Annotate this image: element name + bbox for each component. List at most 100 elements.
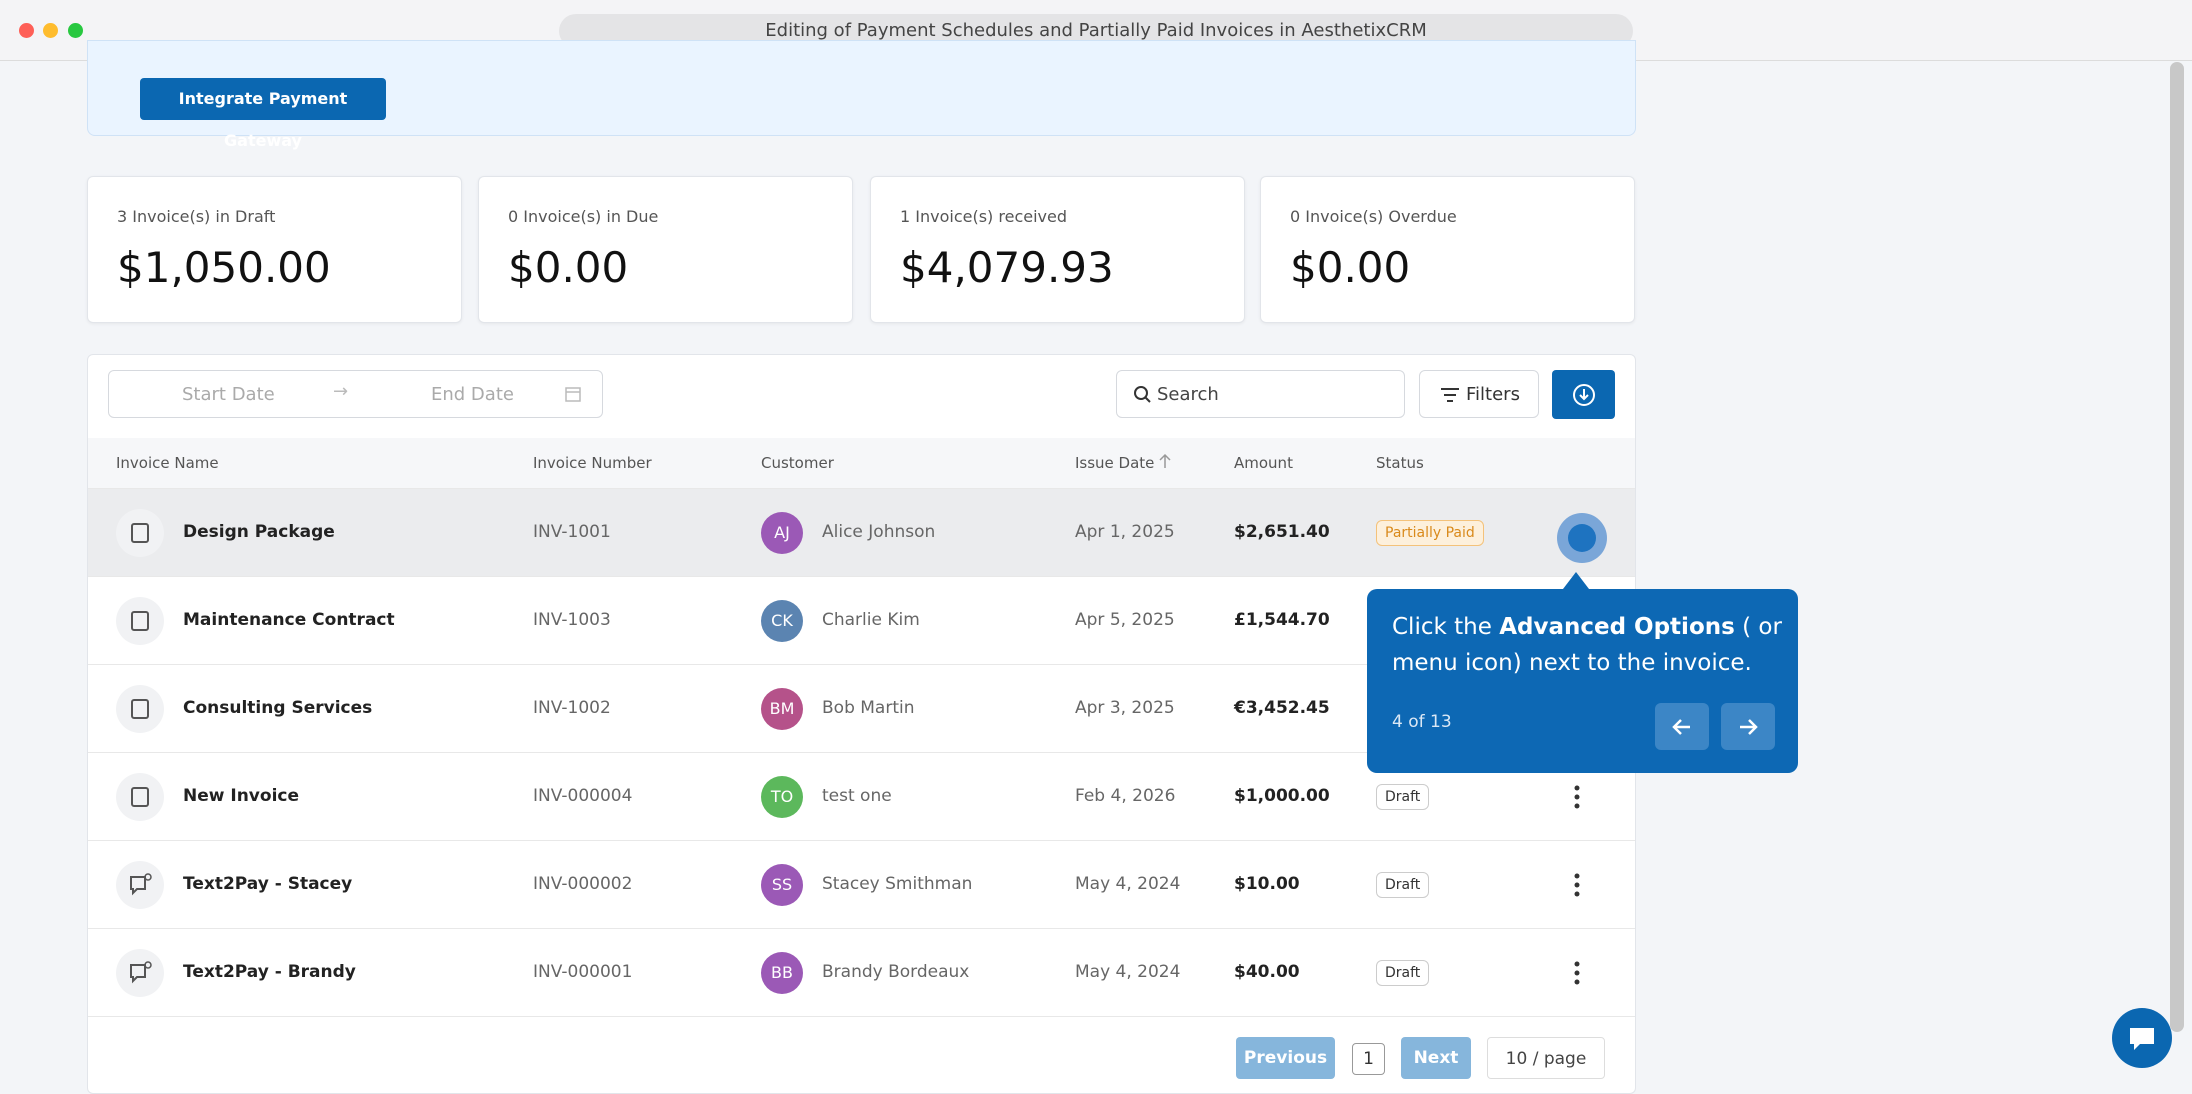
amount: $10.00: [1234, 874, 1300, 894]
column-header: Invoice Name: [116, 454, 219, 472]
advanced-options-button[interactable]: [1574, 960, 1580, 986]
invoice-name[interactable]: Text2Pay - Brandy: [183, 962, 356, 982]
next-button[interactable]: Next: [1401, 1037, 1471, 1079]
tour-tooltip: Click the Advanced Options ( or menu ico…: [1367, 589, 1798, 773]
sort-icon: [1158, 452, 1172, 470]
card-amount: $0.00: [508, 243, 629, 292]
invoice-name[interactable]: Design Package: [183, 522, 335, 542]
card-label: 3 Invoice(s) in Draft: [117, 207, 276, 226]
customer-name: Alice Johnson: [822, 522, 936, 542]
chat-button[interactable]: [2112, 1008, 2172, 1068]
invoice-name[interactable]: Consulting Services: [183, 698, 373, 718]
card-amount: $1,050.00: [117, 243, 331, 292]
status-badge: Partially Paid: [1376, 520, 1484, 546]
kebab-icon: [1574, 785, 1580, 809]
tooltip-arrow: [1563, 572, 1589, 589]
advanced-options-button[interactable]: [1574, 872, 1580, 898]
issue-date: Feb 4, 2026: [1075, 786, 1176, 806]
right-arrow: [1740, 719, 1758, 735]
zoom-button[interactable]: [68, 23, 83, 38]
amount: £1,544.70: [1234, 610, 1330, 630]
text: ( or menu icon) next to the invoice.: [1392, 614, 1782, 676]
doc-icon: [131, 523, 149, 543]
date-range[interactable]: Start Date → End Date: [108, 370, 603, 418]
download-button[interactable]: [1552, 370, 1615, 419]
issue-date: May 4, 2024: [1075, 874, 1181, 894]
invoice-name[interactable]: Maintenance Contract: [183, 610, 395, 630]
previous-button[interactable]: Previous: [1236, 1037, 1335, 1079]
sort-arrow: [1159, 453, 1171, 468]
customer-name: Bob Martin: [822, 698, 915, 718]
next-step-button[interactable]: [1721, 703, 1775, 750]
step-counter: 4 of 13: [1392, 712, 1452, 732]
minimize-button[interactable]: [43, 23, 58, 38]
invoice-number: INV-1002: [533, 698, 611, 718]
issue-date: Apr 5, 2025: [1075, 610, 1175, 630]
table-header: [88, 438, 1635, 489]
start-date: Start Date: [182, 384, 275, 405]
highlight-dot: [1568, 524, 1596, 552]
column-header: Issue Date: [1075, 454, 1155, 472]
prev-step-button[interactable]: [1655, 703, 1709, 750]
column-header: Customer: [761, 454, 834, 472]
text-bold: Advanced Options: [1499, 614, 1735, 640]
invoice-number: INV-000004: [533, 786, 633, 806]
invoice-number: INV-000001: [533, 962, 633, 982]
kebab-icon: [1574, 961, 1580, 985]
filters-label: Filters: [1466, 384, 1520, 405]
issue-date: Apr 3, 2025: [1075, 698, 1175, 718]
scrollbar[interactable]: [2170, 62, 2184, 1032]
invoice-icon: [116, 509, 164, 557]
card-amount: $0.00: [1290, 243, 1411, 292]
close-button[interactable]: [19, 23, 34, 38]
amount: €3,452.45: [1234, 698, 1330, 718]
search-icon: [1134, 386, 1151, 403]
customer-name: Charlie Kim: [822, 610, 920, 630]
status-badge: Draft: [1376, 960, 1430, 986]
end-date: End Date: [431, 384, 514, 405]
customer-avatar: BB: [761, 952, 803, 994]
text: Click the: [1392, 614, 1500, 640]
customer-avatar: TO: [761, 776, 803, 818]
invoice-name[interactable]: New Invoice: [183, 786, 300, 806]
summary-card: 1 Invoice(s) received $4,079.93: [870, 176, 1245, 323]
amount: $2,651.40: [1234, 522, 1330, 542]
search-input[interactable]: Search: [1116, 370, 1405, 418]
chat-icon: [130, 873, 152, 896]
left-arrow: [1672, 719, 1690, 735]
customer-avatar: CK: [761, 600, 803, 642]
calendar-icon: [565, 387, 581, 402]
invoice-icon: [116, 861, 164, 909]
invoice-icon: [116, 685, 164, 733]
column-header: Status: [1376, 454, 1424, 472]
invoice-icon: [116, 949, 164, 997]
summary-card: 0 Invoice(s) Overdue $0.00: [1260, 176, 1635, 323]
card-label: 1 Invoice(s) received: [900, 207, 1067, 226]
filters-button[interactable]: Filters: [1419, 370, 1539, 418]
card-label: 0 Invoice(s) Overdue: [1290, 207, 1457, 226]
invoice-number: INV-000002: [533, 874, 633, 894]
chat-icon: [130, 961, 152, 984]
status-badge: Draft: [1376, 784, 1430, 810]
integrate-button[interactable]: Integrate Payment Gateway: [140, 78, 386, 150]
summary-card: 3 Invoice(s) in Draft $1,050.00: [87, 176, 462, 323]
column-header: Invoice Number: [533, 454, 652, 472]
invoice-name[interactable]: Text2Pay - Stacey: [183, 874, 353, 894]
invoice-icon: [116, 597, 164, 645]
issue-date: May 4, 2024: [1075, 962, 1181, 982]
invoice-icon: [116, 773, 164, 821]
arrow-icon: →: [333, 381, 349, 402]
search-placeholder: Search: [1157, 384, 1219, 405]
customer-name: Stacey Smithman: [822, 874, 973, 894]
page-number[interactable]: 1: [1352, 1043, 1385, 1075]
customer-avatar: AJ: [761, 512, 803, 554]
advanced-options-button[interactable]: [1574, 784, 1580, 810]
page-size-select[interactable]: 10 / page: [1487, 1037, 1605, 1079]
filter-icon: [1441, 388, 1459, 402]
doc-icon: [131, 787, 149, 807]
customer-name: Brandy Bordeaux: [822, 962, 970, 982]
summary-card: 0 Invoice(s) in Due $0.00: [478, 176, 853, 323]
status-badge: Draft: [1376, 872, 1430, 898]
chat-icon: [2130, 1028, 2154, 1050]
